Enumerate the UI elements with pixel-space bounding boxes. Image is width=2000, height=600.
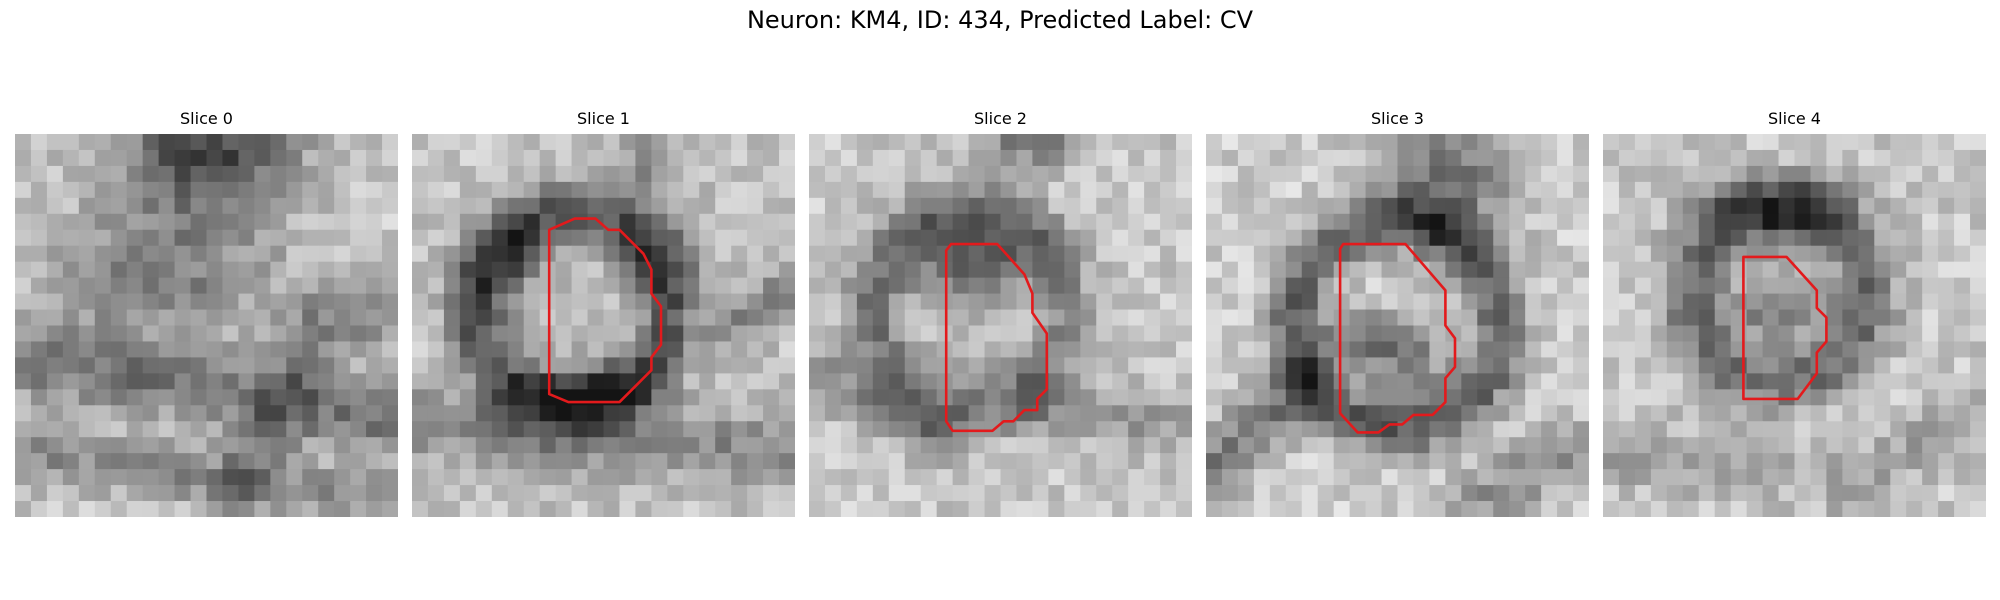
slice-0-pixel-grid [15,134,398,517]
slice-4-segmentation-contour [1742,255,1828,401]
slice-3-segmentation-contour [1338,242,1457,434]
slice-4-title: Slice 4 [1768,109,1821,128]
slice-4-pixel-grid [1603,134,1986,517]
slice-2-segmentation-contour [944,242,1049,433]
slice-3-title: Slice 3 [1371,109,1424,128]
slice-3-image [1206,134,1589,517]
slice-1-image [412,134,795,517]
slice-2-pixel-grid [809,134,1192,517]
figure-title: Neuron: KM4, ID: 434, Predicted Label: C… [746,6,1254,34]
slice-0-image [15,134,398,517]
slice-2-image [809,134,1192,517]
slice-1-title: Slice 1 [577,109,630,128]
slice-1-segmentation-contour [547,217,663,404]
slice-3-pixel-grid [1206,134,1589,517]
slice-2-title: Slice 2 [974,109,1027,128]
slice-4-image [1603,134,1986,517]
slice-0-title: Slice 0 [180,109,233,128]
slice-1-pixel-grid [412,134,795,517]
